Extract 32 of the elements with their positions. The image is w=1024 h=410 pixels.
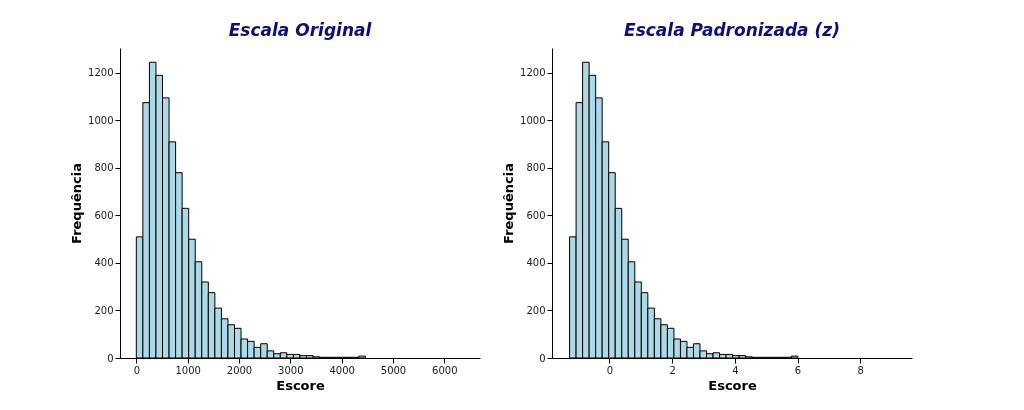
- y-tick-label: 200: [94, 304, 114, 316]
- y-tick-label: 1200: [88, 67, 114, 79]
- x-axis-title: Escore: [276, 377, 325, 393]
- y-tick-label: 200: [526, 304, 546, 316]
- x-tick-label: 6000: [432, 364, 458, 376]
- y-tick-label: 600: [94, 209, 114, 221]
- y-tick-label: 0: [539, 352, 546, 364]
- y-tick-label: 800: [94, 162, 114, 174]
- chart-title: Escala Original: [228, 20, 373, 40]
- x-tick-label: 8: [857, 364, 864, 376]
- x-tick-label: 6: [794, 364, 802, 376]
- x-tick-label: 1000: [175, 364, 201, 376]
- y-tick-label: 600: [526, 209, 546, 221]
- y-tick-label: 0: [107, 352, 114, 364]
- x-tick-label: 0: [133, 364, 141, 376]
- y-tick-label: 1000: [88, 114, 114, 126]
- y-tick-label: 400: [94, 257, 114, 269]
- x-tick-label: 2: [669, 364, 676, 376]
- x-axis-title: Escore: [708, 377, 757, 393]
- y-tick-label: 800: [526, 162, 546, 174]
- y-tick-label: 400: [526, 257, 546, 269]
- y-tick-label: 1200: [520, 67, 546, 79]
- y-axis-title: Frequência: [501, 163, 517, 244]
- x-tick-label: 5000: [380, 364, 407, 376]
- chart-title: Escala Padronizada (z): [624, 20, 840, 40]
- x-tick-label: 2000: [226, 364, 253, 376]
- x-tick-label: 4: [732, 364, 739, 376]
- x-tick-label: 0: [606, 364, 614, 376]
- x-tick-label: 3000: [278, 364, 304, 376]
- y-axis-title: Frequência: [69, 163, 85, 244]
- y-tick-label: 1000: [520, 114, 546, 126]
- x-tick-label: 4000: [329, 364, 355, 376]
